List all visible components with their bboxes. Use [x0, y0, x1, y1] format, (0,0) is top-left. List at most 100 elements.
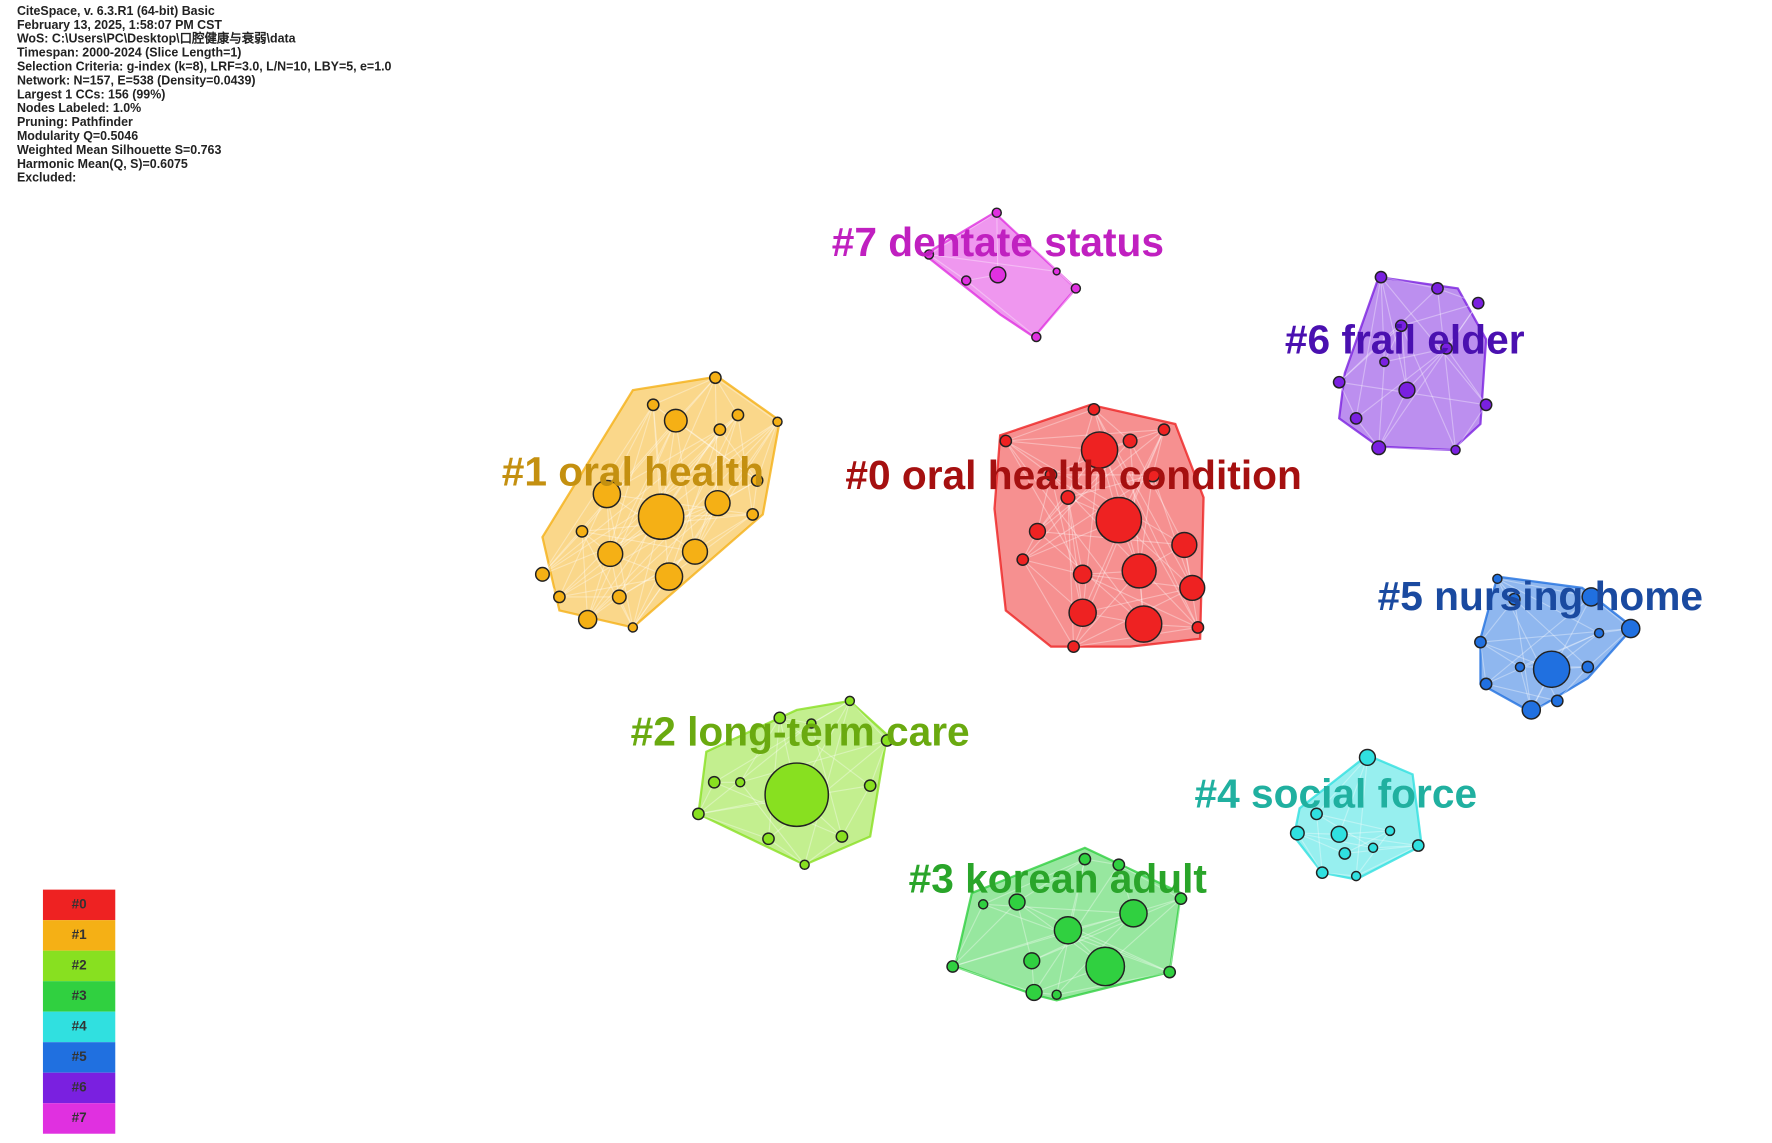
- node: [1581, 587, 1601, 607]
- edge: [1338, 288, 1438, 383]
- node: [1398, 381, 1416, 399]
- edge: [1338, 381, 1357, 419]
- legend-label: #7: [72, 1110, 87, 1125]
- edge: [694, 421, 778, 553]
- cluster-label: #3 korean adult: [909, 855, 1208, 901]
- edge: [1099, 449, 1199, 628]
- edge: [1344, 830, 1391, 854]
- legend-swatch: [42, 1042, 116, 1073]
- edge: [713, 700, 851, 783]
- node: [799, 859, 810, 871]
- node: [1310, 807, 1323, 821]
- info-line: Selection Criteria: g-index (k=8), LRF=3…: [17, 60, 392, 74]
- node: [1028, 522, 1047, 541]
- edge: [849, 700, 888, 741]
- node: [1367, 842, 1379, 854]
- node: [960, 275, 972, 286]
- legend-swatch: [42, 920, 116, 951]
- edge: [1355, 277, 1382, 419]
- edge: [542, 530, 583, 575]
- legend-swatch: [42, 1011, 116, 1043]
- edge: [1152, 474, 1193, 589]
- node: [1532, 650, 1571, 689]
- edge: [996, 212, 1077, 289]
- info-line: CiteSpace, v. 6.3.R1 (64-bit) Basic: [17, 4, 215, 18]
- node: [1394, 319, 1408, 333]
- edge: [668, 513, 753, 578]
- edge: [1497, 578, 1592, 598]
- edge: [1050, 474, 1084, 613]
- node: [806, 718, 817, 729]
- edge: [558, 493, 608, 598]
- node: [707, 775, 721, 789]
- edge: [1129, 440, 1185, 546]
- node: [977, 899, 989, 910]
- edge: [1316, 813, 1323, 873]
- node: [1085, 946, 1126, 987]
- cluster-label: #7 dentate status: [832, 219, 1164, 265]
- node: [1581, 660, 1595, 674]
- edge: [756, 421, 779, 481]
- edge: [606, 404, 654, 495]
- edge: [1519, 632, 1600, 668]
- node: [1078, 852, 1092, 866]
- legend-label: #3: [72, 988, 88, 1003]
- node: [1112, 858, 1126, 872]
- edge: [652, 404, 670, 577]
- edge: [1401, 302, 1479, 327]
- edge: [1400, 325, 1408, 391]
- cluster-label: #1 oral health: [502, 449, 764, 495]
- edge: [609, 420, 677, 555]
- node: [611, 589, 627, 605]
- edge: [1485, 683, 1558, 702]
- edge: [779, 717, 871, 787]
- edge: [542, 429, 721, 575]
- node: [844, 695, 856, 707]
- node: [1070, 283, 1082, 294]
- node: [592, 479, 622, 509]
- info-line: Pruning: Pathfinder: [17, 115, 133, 129]
- edge: [1380, 277, 1385, 362]
- node: [1315, 866, 1329, 880]
- node: [863, 779, 877, 793]
- node: [946, 960, 960, 973]
- node: [1171, 531, 1198, 559]
- edge: [1556, 666, 1589, 702]
- edge: [1152, 429, 1165, 476]
- cluster: [1474, 573, 1641, 720]
- node: [991, 207, 1003, 218]
- edge: [1479, 598, 1515, 643]
- edge: [1067, 474, 1153, 499]
- edge: [1118, 864, 1182, 900]
- node: [734, 777, 746, 788]
- node: [1051, 989, 1062, 1000]
- edge: [606, 429, 721, 495]
- edge: [1355, 347, 1447, 419]
- legend-label: #1: [72, 927, 88, 942]
- info-line: Harmonic Mean(Q, S)=0.6075: [17, 157, 188, 171]
- cluster: [1289, 748, 1425, 882]
- node: [731, 408, 745, 422]
- edge: [609, 421, 778, 555]
- edge: [740, 739, 888, 783]
- edge: [581, 530, 696, 553]
- cluster-hull: [1337, 275, 1488, 452]
- edge: [1082, 573, 1199, 628]
- node: [1450, 444, 1461, 456]
- node: [1358, 748, 1377, 767]
- edge: [714, 377, 739, 416]
- node: [1620, 618, 1641, 639]
- edge: [1082, 449, 1101, 613]
- cluster-labels: #0 oral health condition #1 oral health #2…: [502, 219, 1703, 901]
- node: [923, 249, 935, 260]
- node: [1492, 573, 1503, 585]
- node: [1289, 825, 1305, 841]
- edge: [952, 904, 984, 967]
- node: [989, 266, 1007, 284]
- legend-label: #2: [72, 957, 87, 972]
- edge: [804, 700, 851, 865]
- legend-swatch: [42, 950, 116, 982]
- node: [1121, 553, 1157, 589]
- node: [1067, 640, 1080, 654]
- info-line: Excluded:: [17, 171, 76, 185]
